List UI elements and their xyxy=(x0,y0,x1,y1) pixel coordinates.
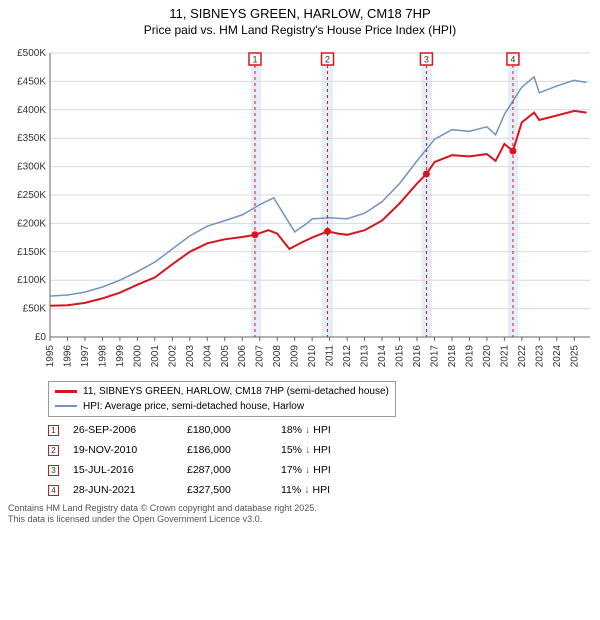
sale-diff: 15%↓HPI xyxy=(281,441,371,461)
legend-row-hpi: HPI: Average price, semi-detached house,… xyxy=(55,399,389,414)
sale-marker: 2 xyxy=(48,445,59,456)
svg-text:2014: 2014 xyxy=(377,344,388,367)
sale-diff: 17%↓HPI xyxy=(281,461,371,481)
svg-text:2003: 2003 xyxy=(185,344,196,367)
svg-text:2023: 2023 xyxy=(534,344,545,367)
chart-area: £0 £50K £100K £150K £200K £250K £300K £350K £400… xyxy=(8,45,592,375)
svg-text:2: 2 xyxy=(325,54,330,64)
footer-line-1: Contains HM Land Registry data © Crown c… xyxy=(8,503,592,515)
svg-text:2011: 2011 xyxy=(325,344,336,366)
sale-diff-pct: 15% xyxy=(281,441,302,461)
svg-text:£0: £0 xyxy=(35,332,47,343)
sale-marker: 3 xyxy=(48,465,59,476)
svg-text:2013: 2013 xyxy=(360,344,371,367)
svg-text:£500K: £500K xyxy=(17,48,46,59)
svg-text:4: 4 xyxy=(510,54,515,64)
sale-date: 15-JUL-2016 xyxy=(73,461,173,481)
svg-text:2005: 2005 xyxy=(220,344,231,367)
sale-marker: 1 xyxy=(48,425,59,436)
sale-date: 19-NOV-2010 xyxy=(73,441,173,461)
svg-text:£150K: £150K xyxy=(17,247,46,258)
sale-row: 4 28-JUN-2021 £327,500 11%↓HPI xyxy=(48,481,592,501)
svg-text:2000: 2000 xyxy=(132,344,143,367)
down-arrow-icon: ↓ xyxy=(304,481,309,501)
svg-text:1: 1 xyxy=(252,54,257,64)
sale-price: £180,000 xyxy=(187,421,267,441)
down-arrow-icon: ↓ xyxy=(305,421,310,441)
svg-text:2020: 2020 xyxy=(482,344,493,367)
sale-diff: 18%↓HPI xyxy=(281,421,371,441)
svg-text:2016: 2016 xyxy=(412,344,423,367)
svg-text:3: 3 xyxy=(424,54,429,64)
sales-table: 126-SEP-2006£180,00018%↓HPI219-NOV-2010£… xyxy=(48,421,592,501)
svg-text:£200K: £200K xyxy=(17,218,46,229)
svg-text:£250K: £250K xyxy=(17,190,46,201)
sale-row: 2 19-NOV-2010 £186,000 15%↓HPI xyxy=(48,441,592,461)
svg-text:1999: 1999 xyxy=(115,344,126,367)
svg-text:2010: 2010 xyxy=(307,344,318,367)
svg-text:2006: 2006 xyxy=(237,344,248,367)
svg-text:£100K: £100K xyxy=(17,275,46,286)
svg-text:£450K: £450K xyxy=(17,76,46,87)
svg-text:£300K: £300K xyxy=(17,161,46,172)
sale-diff-pct: 18% xyxy=(281,421,302,441)
sale-diff-vs: HPI xyxy=(313,461,331,481)
svg-text:1996: 1996 xyxy=(62,344,73,367)
sale-date: 26-SEP-2006 xyxy=(73,421,173,441)
down-arrow-icon: ↓ xyxy=(305,461,310,481)
svg-text:2019: 2019 xyxy=(464,344,475,367)
footer: Contains HM Land Registry data © Crown c… xyxy=(8,503,592,526)
svg-text:£400K: £400K xyxy=(17,105,46,116)
legend: 11, SIBNEYS GREEN, HARLOW, CM18 7HP (sem… xyxy=(48,381,396,417)
svg-text:2012: 2012 xyxy=(342,344,353,367)
svg-text:£350K: £350K xyxy=(17,133,46,144)
page-title: 11, SIBNEYS GREEN, HARLOW, CM18 7HP xyxy=(8,6,592,23)
page-subtitle: Price paid vs. HM Land Registry's House … xyxy=(8,23,592,37)
svg-text:2024: 2024 xyxy=(552,344,563,367)
sale-row: 3 15-JUL-2016 £287,000 17%↓HPI xyxy=(48,461,592,481)
svg-text:2021: 2021 xyxy=(499,344,510,367)
svg-text:£50K: £50K xyxy=(23,303,47,314)
sale-price: £327,500 xyxy=(187,481,267,501)
svg-text:2022: 2022 xyxy=(517,344,528,367)
sale-diff-vs: HPI xyxy=(313,421,331,441)
down-arrow-icon: ↓ xyxy=(305,441,310,461)
legend-swatch-blue xyxy=(55,405,77,407)
svg-text:2008: 2008 xyxy=(272,344,283,367)
page: 11, SIBNEYS GREEN, HARLOW, CM18 7HP Pric… xyxy=(0,0,600,620)
legend-row-subject: 11, SIBNEYS GREEN, HARLOW, CM18 7HP (sem… xyxy=(55,384,389,399)
sale-date: 28-JUN-2021 xyxy=(73,481,173,501)
svg-text:1998: 1998 xyxy=(97,344,108,367)
sale-diff-vs: HPI xyxy=(313,441,331,461)
sale-price: £287,000 xyxy=(187,461,267,481)
sale-row: 1 26-SEP-2006 £180,000 18%↓HPI xyxy=(48,421,592,441)
sale-marker: 4 xyxy=(48,485,59,496)
sale-diff: 11%↓HPI xyxy=(281,481,371,501)
svg-text:2017: 2017 xyxy=(429,344,440,367)
svg-text:2009: 2009 xyxy=(290,344,301,367)
svg-text:2015: 2015 xyxy=(395,344,406,367)
footer-line-2: This data is licensed under the Open Gov… xyxy=(8,514,592,526)
svg-text:2004: 2004 xyxy=(202,344,213,367)
svg-text:2001: 2001 xyxy=(150,344,161,367)
sale-diff-vs: HPI xyxy=(313,481,331,501)
svg-text:2025: 2025 xyxy=(569,344,580,367)
sale-diff-pct: 17% xyxy=(281,461,302,481)
legend-label-blue: HPI: Average price, semi-detached house,… xyxy=(83,399,304,414)
svg-text:2018: 2018 xyxy=(447,344,458,367)
legend-label-red: 11, SIBNEYS GREEN, HARLOW, CM18 7HP (sem… xyxy=(83,384,389,399)
legend-swatch-red xyxy=(55,390,77,393)
svg-text:2007: 2007 xyxy=(255,344,266,367)
svg-text:2002: 2002 xyxy=(167,344,178,367)
sale-diff-pct: 11% xyxy=(281,481,301,501)
sale-price: £186,000 xyxy=(187,441,267,461)
price-chart: £0 £50K £100K £150K £200K £250K £300K £350K £400… xyxy=(8,45,598,375)
svg-text:1997: 1997 xyxy=(80,344,91,367)
svg-text:1995: 1995 xyxy=(45,344,56,367)
